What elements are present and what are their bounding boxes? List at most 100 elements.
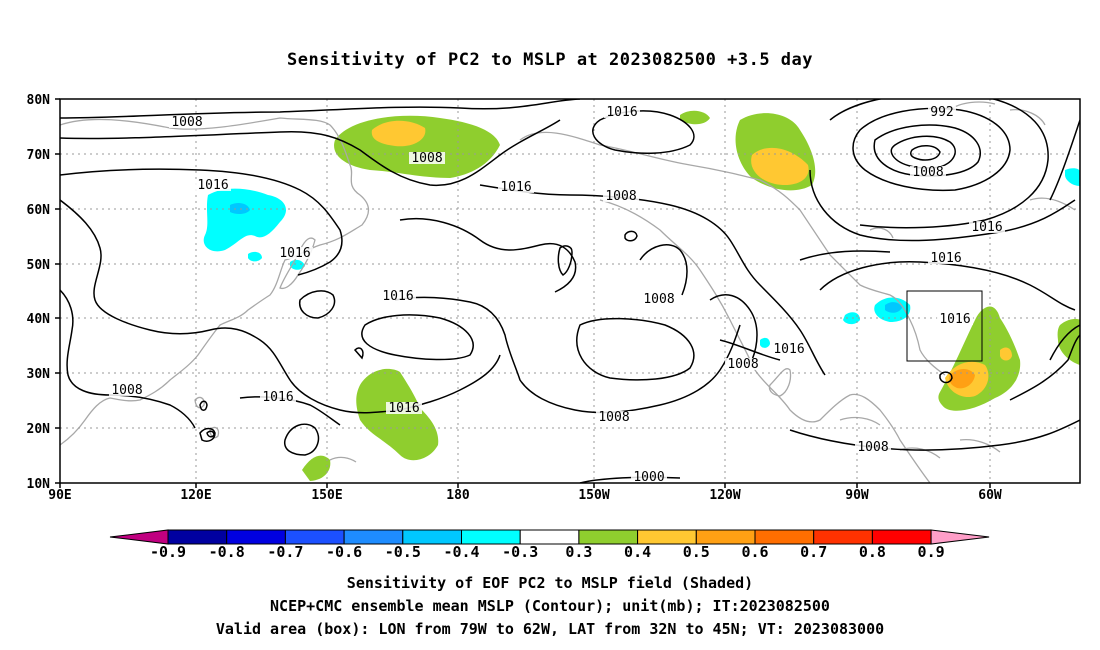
lon-label: 180 <box>446 488 470 503</box>
lon-label: 120W <box>709 488 740 503</box>
colorbar-swatch <box>167 529 228 545</box>
lat-label: 20N <box>27 422 51 437</box>
contour-label: 1008 <box>111 383 142 398</box>
caption-valid-area: Valid area (box): LON from 79W to 62W, L… <box>215 620 885 638</box>
colorbar-label: -0.9 <box>150 543 186 561</box>
contour-label: 1016 <box>262 390 293 405</box>
contour-label: 1016 <box>606 105 637 120</box>
contour-label-bg <box>386 402 422 414</box>
contour-label: 1000 <box>633 470 664 485</box>
contour-label-bg <box>603 190 639 202</box>
contour-label: 1016 <box>971 220 1002 235</box>
contour-label: 1008 <box>171 115 202 130</box>
coastlines <box>60 101 1076 483</box>
colorbar-swatch <box>402 529 462 545</box>
contour-label: 1008 <box>643 292 674 307</box>
colorbar-label: 0.7 <box>800 543 827 561</box>
contour-label: 1016 <box>939 312 970 327</box>
contour-label: 1016 <box>382 289 413 304</box>
contour-label: 1016 <box>930 251 961 266</box>
lat-label: 80N <box>27 93 51 108</box>
contour-label-bg <box>260 391 296 403</box>
contour-label-bg <box>855 441 891 453</box>
contour-label: 1016 <box>773 342 804 357</box>
contour-label-bg <box>277 247 313 259</box>
contour-label-bg <box>169 116 205 128</box>
contour-label: 1008 <box>912 165 943 180</box>
contour-label: 1008 <box>727 357 758 372</box>
lat-label: 50N <box>27 258 51 273</box>
contour-label: 1016 <box>279 246 310 261</box>
contour-label-bg <box>631 471 667 483</box>
colorbar-label: 0.9 <box>918 543 945 561</box>
colorbar: -0.9 -0.8 -0.7 -0.6 -0.5 -0.4 -0.3 0.3 0.4 0.5 0.6… <box>109 529 990 561</box>
map-area: 1008 1008 1016 1016 1016 1008 1016 1016 1016 1008… <box>60 99 1080 485</box>
valid-area-box <box>906 290 983 362</box>
contour-label-bg <box>725 358 761 370</box>
colorbar-swatch <box>813 529 873 545</box>
caption-shading: Sensitivity of EOF PC2 to MSLP field (Sh… <box>346 574 754 592</box>
caption-contour: NCEP+CMC ensemble mean MSLP (Contour); u… <box>270 597 830 615</box>
colorbar-label: 0.4 <box>624 543 651 561</box>
contour-label-bg <box>409 152 445 164</box>
contour-label-bg <box>596 411 632 423</box>
colorbar-swatch <box>519 529 580 545</box>
contour-label-bg <box>937 313 973 325</box>
contour-label-bg <box>195 179 231 191</box>
contour-label-bg <box>604 106 640 118</box>
colorbar-swatch <box>578 529 639 545</box>
contour-label-bg <box>109 384 145 396</box>
lon-label: 90W <box>845 488 869 503</box>
contour-label-bg <box>928 252 964 264</box>
colorbar-label: -0.4 <box>443 543 479 561</box>
contour-label-bg <box>771 343 807 355</box>
lat-label: 70N <box>27 148 51 163</box>
negative-sensitivity-shading <box>203 168 1080 348</box>
contour-label-bg <box>380 290 416 302</box>
colorbar-swatch <box>637 529 697 545</box>
contour-label: 1008 <box>605 189 636 204</box>
colorbar-label: 0.6 <box>741 543 768 561</box>
colorbar-swatch <box>695 529 756 545</box>
contour-label-bg <box>928 106 956 118</box>
colorbar-label: -0.5 <box>385 543 421 561</box>
contour-labels: 1008 1008 1016 1016 1016 1008 1016 1016 1016 1008… <box>109 105 1005 485</box>
lat-label: 10N <box>27 477 51 492</box>
colorbar-label: 0.5 <box>683 543 710 561</box>
colorbar-label: -0.7 <box>267 543 303 561</box>
colorbar-swatch <box>343 529 404 545</box>
axis-ticks <box>55 98 991 488</box>
positive-sensitivity-shading <box>302 110 1080 481</box>
contour-label: 1008 <box>857 440 888 455</box>
colorbar-swatch <box>284 529 345 545</box>
colorbar-label: -0.8 <box>209 543 245 561</box>
colorbar-label: -0.3 <box>502 543 538 561</box>
contour-label: 1008 <box>598 410 629 425</box>
lat-label: 30N <box>27 367 51 382</box>
lon-label: 150E <box>311 488 342 503</box>
lon-label: 150W <box>578 488 609 503</box>
colorbar-label: -0.6 <box>326 543 362 561</box>
contour-label: 992 <box>930 105 953 120</box>
contour-label-bg <box>969 221 1005 233</box>
contour-label: 1016 <box>500 180 531 195</box>
lon-label: 120E <box>180 488 211 503</box>
contour-label: 1008 <box>411 151 442 166</box>
contour-label: 1016 <box>197 178 228 193</box>
lon-label: 90E <box>48 488 71 503</box>
colorbar-swatch <box>930 529 990 545</box>
colorbar-swatch <box>226 529 286 545</box>
latitude-labels: 80N 70N 60N 50N 40N 30N 20N 10N <box>27 93 51 492</box>
contour-label-bg <box>498 181 534 193</box>
contour-label-bg <box>641 293 677 305</box>
longitude-labels: 90E 120E 150E 180 150W 120W 90W 60W <box>48 488 1002 503</box>
colorbar-label: 0.3 <box>565 543 592 561</box>
lat-label: 40N <box>27 312 51 327</box>
map-title: Sensitivity of PC2 to MSLP at 2023082500… <box>286 50 813 70</box>
lat-label: 60N <box>27 203 51 218</box>
contour-label-bg <box>910 166 946 178</box>
colorbar-label: 0.8 <box>859 543 886 561</box>
colorbar-swatch <box>109 529 169 545</box>
colorbar-swatch <box>871 529 932 545</box>
